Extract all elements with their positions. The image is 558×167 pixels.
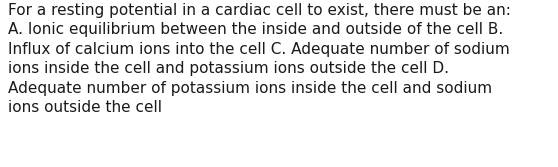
Text: For a resting potential in a cardiac cell to exist, there must be an:
A. Ionic e: For a resting potential in a cardiac cel… bbox=[8, 3, 511, 115]
